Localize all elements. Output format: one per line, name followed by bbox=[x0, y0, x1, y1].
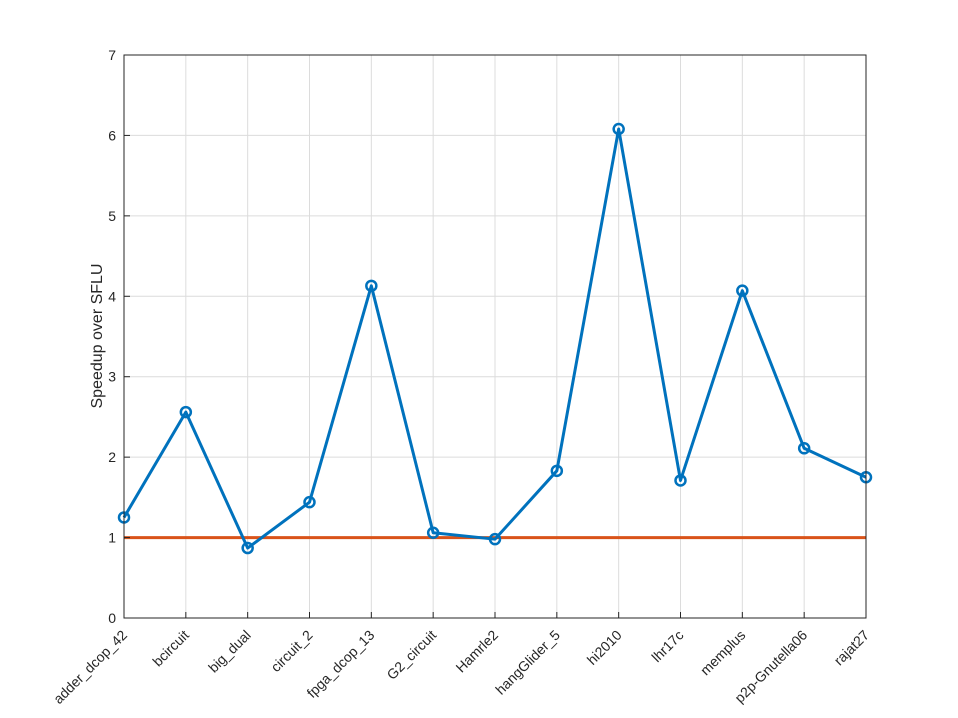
x-tick-label-hi2010: hi2010 bbox=[584, 627, 625, 668]
x-tick-label-circuit_2: circuit_2 bbox=[267, 627, 315, 675]
y-tick-label: 6 bbox=[108, 127, 116, 143]
x-tick-label-lhr17c: lhr17c bbox=[648, 627, 686, 665]
data-point-lhr17c bbox=[674, 474, 687, 487]
x-tick-label-bcircuit: bcircuit bbox=[149, 627, 192, 670]
y-tick-label: 5 bbox=[108, 208, 116, 224]
data-point-G2_circuit bbox=[426, 526, 440, 539]
y-tick-label: 0 bbox=[108, 610, 116, 626]
x-tick-label-G2_circuit: G2_circuit bbox=[383, 627, 439, 683]
y-tick-label: 4 bbox=[108, 288, 116, 304]
y-tick-label: 2 bbox=[108, 449, 116, 465]
x-tick-label-adder_dcop_42: adder_dcop_42 bbox=[50, 627, 130, 707]
x-tick-label-rajat27: rajat27 bbox=[831, 627, 873, 669]
y-axis-label: Speedup over SFLU bbox=[89, 264, 106, 409]
data-point-fpga_dcop_13 bbox=[365, 279, 378, 293]
data-point-bcircuit bbox=[179, 405, 193, 419]
x-tick-label-hangGlider_5: hangGlider_5 bbox=[492, 627, 563, 698]
x-tick-labels: adder_dcop_42 bcircuit big_dual circuit_2fp… bbox=[50, 612, 872, 707]
data-point-circuit_2 bbox=[303, 495, 316, 509]
x-tick-label-Hamrle2: Hamrle2 bbox=[452, 627, 501, 676]
data-point-hangGlider_5 bbox=[550, 464, 564, 478]
x-tick-label-big_dual: big_dual bbox=[205, 627, 254, 676]
data-point-p2p-Gnutella06 bbox=[797, 442, 811, 455]
data-point-big_dual bbox=[241, 541, 254, 555]
data-point-Hamrle2 bbox=[488, 532, 502, 546]
y-tick-label: 1 bbox=[108, 530, 116, 546]
grid-lines bbox=[123, 54, 867, 619]
y-tick-label: 3 bbox=[108, 369, 116, 385]
x-tick-label-memplus: memplus bbox=[697, 627, 748, 678]
y-tick-labels: 0 1 2 3 4 5 6 7 bbox=[108, 47, 130, 626]
series-line bbox=[122, 127, 867, 550]
data-point-hi2010 bbox=[612, 122, 625, 136]
y-tick-label: 7 bbox=[108, 47, 116, 63]
series-layer bbox=[117, 122, 873, 555]
data-point-memplus bbox=[736, 284, 749, 297]
